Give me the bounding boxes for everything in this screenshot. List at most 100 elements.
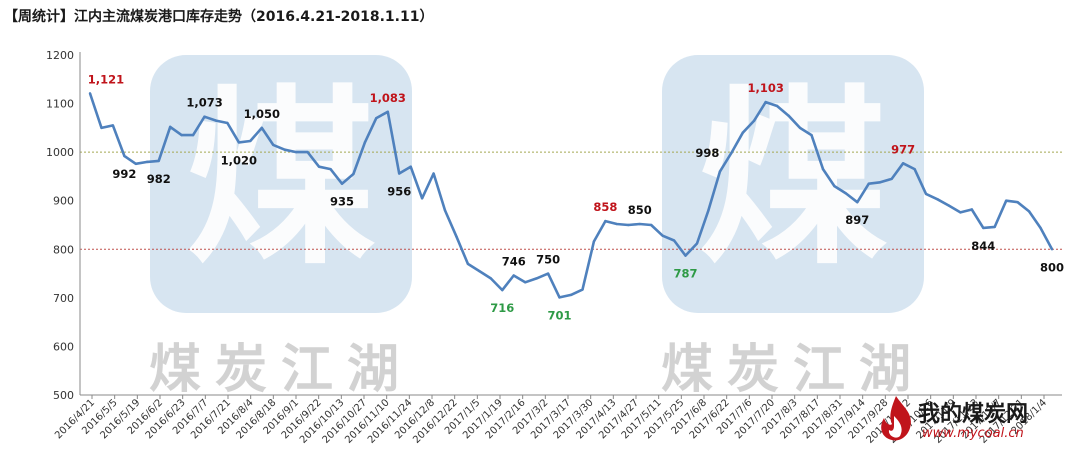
data-point xyxy=(707,209,710,212)
data-label: 1,020 xyxy=(221,153,257,167)
data-point xyxy=(661,234,664,237)
data-point xyxy=(409,165,412,168)
data-point xyxy=(718,170,722,173)
y-tick-label: 700 xyxy=(53,292,74,305)
data-point xyxy=(1039,226,1042,230)
data-point xyxy=(329,167,332,171)
data-labels-layer: 1,121 992 982 1,073 1,020 1,050 935 1,083 956 716… xyxy=(88,72,1064,322)
data-label: 844 xyxy=(971,239,995,253)
watermark-badge-char: 煤 xyxy=(186,69,376,290)
data-point xyxy=(546,272,550,275)
data-point xyxy=(386,110,389,114)
data-point xyxy=(833,184,836,188)
site-logo: 我的煤炭网 www.mycoal.cn xyxy=(868,392,1068,448)
data-point xyxy=(581,288,584,291)
data-point xyxy=(237,141,241,144)
data-label: 746 xyxy=(502,255,526,269)
data-point xyxy=(203,115,206,118)
data-point xyxy=(604,219,607,223)
data-point xyxy=(913,167,916,171)
data-label: 850 xyxy=(628,203,652,217)
data-point xyxy=(993,225,996,229)
data-point xyxy=(1004,199,1008,202)
data-point xyxy=(523,281,527,284)
watermark-badge xyxy=(662,55,924,313)
y-tick-label: 1100 xyxy=(46,98,74,111)
data-point xyxy=(180,133,183,137)
data-point xyxy=(489,277,493,280)
watermark-badge-char: 煤 xyxy=(698,69,888,290)
data-point xyxy=(924,192,928,196)
data-point xyxy=(146,160,149,164)
data-point xyxy=(775,104,779,108)
data-label: 1,073 xyxy=(186,96,222,110)
data-label: 1,103 xyxy=(747,81,783,95)
data-label: 787 xyxy=(674,267,698,281)
data-point xyxy=(317,165,321,168)
data-point xyxy=(684,254,687,257)
data-point xyxy=(592,240,596,243)
y-tick-label: 1200 xyxy=(46,49,74,62)
data-point xyxy=(134,162,138,165)
data-point xyxy=(764,100,767,104)
data-point xyxy=(294,150,298,154)
data-point xyxy=(363,141,367,144)
data-point xyxy=(947,204,951,207)
data-point xyxy=(695,242,699,245)
data-label: 897 xyxy=(845,213,869,227)
data-point xyxy=(420,197,424,200)
data-point xyxy=(844,192,848,195)
data-point xyxy=(638,222,641,226)
y-tick-label: 900 xyxy=(53,195,74,208)
data-point xyxy=(432,172,435,175)
data-point xyxy=(970,208,974,211)
data-point xyxy=(111,124,115,127)
y-tick-label: 600 xyxy=(53,340,74,353)
data-point xyxy=(730,151,733,155)
data-point xyxy=(1050,248,1054,251)
data-point xyxy=(88,92,92,95)
data-point xyxy=(283,148,286,151)
data-point xyxy=(260,126,263,130)
data-point xyxy=(466,262,470,266)
data-label: 1,083 xyxy=(370,91,406,105)
data-point xyxy=(168,125,172,129)
chart-title: 【周统计】江内主流煤炭港口库存走势（2016.4.21-2018.1.11） xyxy=(4,9,434,25)
data-point xyxy=(512,274,515,277)
data-point xyxy=(879,181,882,184)
data-label: 1,050 xyxy=(244,107,280,121)
data-point xyxy=(1016,200,1019,204)
data-point xyxy=(455,235,458,238)
data-point xyxy=(649,223,653,227)
data-point xyxy=(982,226,985,230)
data-point xyxy=(672,239,676,242)
data-label: 701 xyxy=(548,308,572,322)
data-point xyxy=(157,159,160,163)
data-point xyxy=(890,177,893,181)
data-point xyxy=(753,119,756,122)
data-point xyxy=(398,172,401,175)
y-tick-label: 1000 xyxy=(46,146,74,159)
data-point xyxy=(798,126,802,130)
data-point xyxy=(901,162,905,165)
data-label: 992 xyxy=(112,167,136,181)
data-point xyxy=(787,114,790,117)
logo-url: www.mycoal.cn xyxy=(922,426,1024,441)
data-label: 935 xyxy=(330,195,354,209)
data-label: 1,121 xyxy=(88,72,124,86)
data-label: 982 xyxy=(147,172,171,186)
data-label: 956 xyxy=(387,185,411,199)
data-point xyxy=(501,288,504,292)
series-layer xyxy=(88,92,1054,299)
data-point xyxy=(959,211,962,214)
data-point xyxy=(810,133,813,137)
data-label: 750 xyxy=(536,253,560,267)
watermark-text: 煤炭江湖 xyxy=(149,340,413,400)
data-point xyxy=(191,133,195,137)
data-point xyxy=(821,167,825,171)
data-point xyxy=(249,139,252,143)
data-point xyxy=(123,154,126,158)
data-point xyxy=(443,209,447,212)
data-point xyxy=(478,269,481,273)
